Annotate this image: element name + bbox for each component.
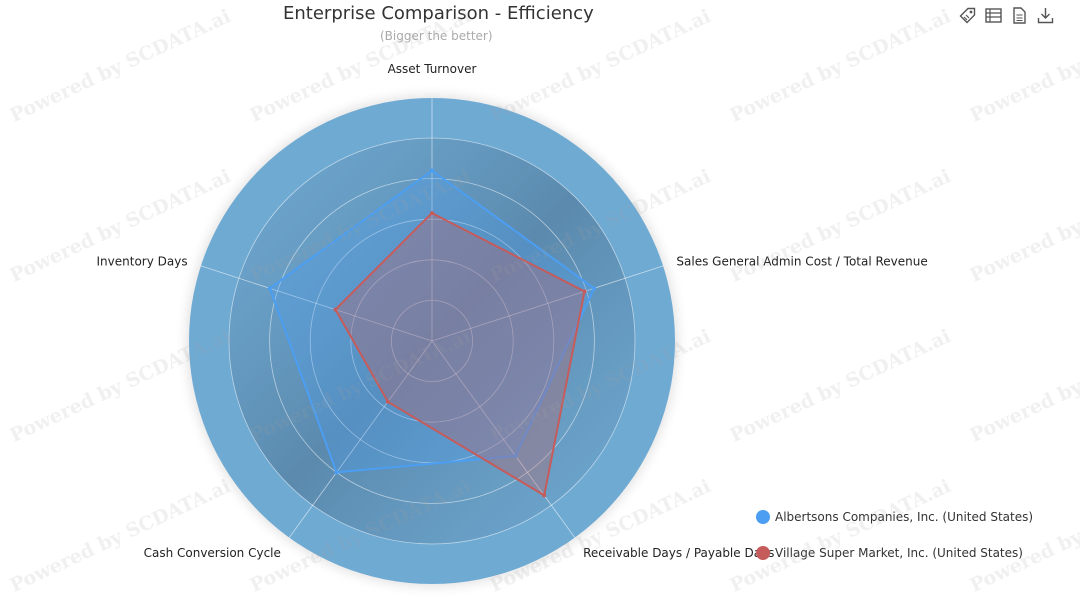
- data-point-series-2: [430, 211, 434, 216]
- legend-label: Village Super Market, Inc. (United State…: [775, 546, 1023, 560]
- legend-item-village[interactable]: Village Super Market, Inc. (United State…: [756, 544, 1033, 562]
- indicator-label: Cash Conversion Cycle: [144, 546, 281, 560]
- data-point-series-1: [430, 168, 434, 173]
- download-icon[interactable]: [1036, 6, 1055, 25]
- data-point-series-2: [385, 399, 390, 404]
- document-icon[interactable]: [1010, 6, 1029, 25]
- radar-axis-line: [200, 265, 433, 342]
- chart-subtitle: (Bigger the better): [380, 29, 493, 43]
- chart-title: Enterprise Comparison - Efficiency: [283, 3, 594, 24]
- tag-icon[interactable]: [958, 6, 977, 25]
- data-point-series-1: [267, 286, 272, 291]
- indicator-label: Inventory Days: [97, 255, 188, 269]
- data-point-series-2: [333, 307, 338, 312]
- radar-axis-line: [431, 340, 576, 538]
- data-point-series-2: [582, 289, 587, 294]
- indicator-label: Sales General Admin Cost / Total Revenue: [676, 255, 927, 269]
- legend-marker: [756, 510, 770, 524]
- data-view-icon[interactable]: [984, 6, 1003, 25]
- chart-legend: Albertsons Companies, Inc. (United State…: [756, 508, 1033, 580]
- data-point-series-2: [542, 493, 547, 498]
- legend-label: Albertsons Companies, Inc. (United State…: [775, 510, 1034, 524]
- series-area-2: [334, 212, 586, 497]
- series-area-1: [268, 169, 596, 474]
- radar-axis-line: [288, 340, 433, 538]
- data-point-series-1: [592, 286, 597, 291]
- indicator-label: Asset Turnover: [388, 62, 477, 76]
- data-point-series-1: [334, 470, 339, 475]
- radar-axis-line: [431, 265, 664, 342]
- legend-marker: [756, 546, 770, 560]
- indicator-label: Receivable Days / Payable Days: [583, 546, 774, 560]
- chart-toolbar: [958, 6, 1055, 25]
- legend-item-albertsons[interactable]: Albertsons Companies, Inc. (United State…: [756, 508, 1033, 526]
- data-point-series-1: [513, 453, 518, 458]
